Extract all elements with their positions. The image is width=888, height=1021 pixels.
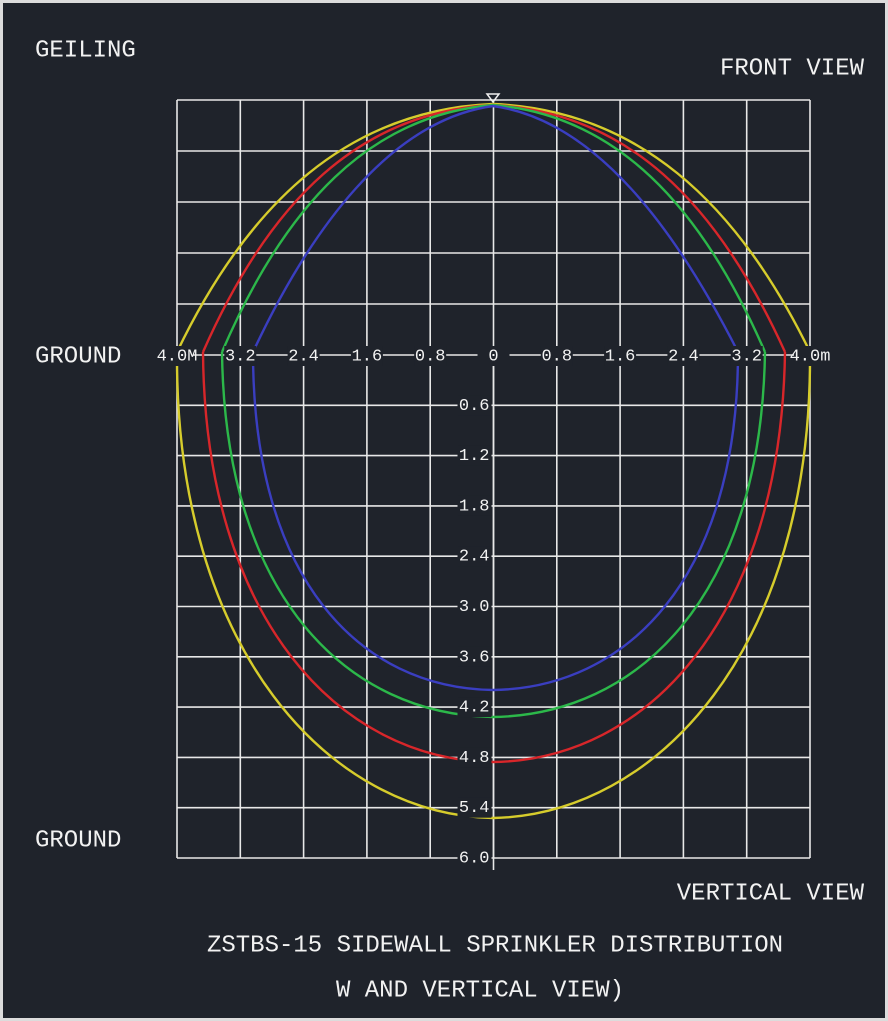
vertical-scale-label: 2.4	[459, 548, 490, 567]
label-bg	[350, 346, 383, 366]
label-bg	[287, 346, 320, 366]
green-vertical	[220, 351, 767, 719]
label-bg	[457, 646, 492, 667]
blue-curve	[251, 104, 740, 692]
label-bg	[477, 346, 510, 366]
label-bg	[457, 797, 492, 818]
yellow-vertical	[175, 351, 812, 820]
ceiling-label: GEILING	[35, 37, 136, 64]
label-bg	[161, 346, 193, 366]
blue-front	[251, 104, 740, 353]
label-bg	[457, 445, 492, 466]
horizontal-scale-label: 1.6	[352, 347, 383, 366]
horizontal-scale-label: 0.8	[415, 347, 446, 366]
vertical-scale-label: 1.8	[459, 497, 490, 516]
label-bg	[457, 747, 492, 768]
vertical-scale-label: 4.8	[459, 749, 490, 768]
caption: ZSTBS-15 SIDEWALL SPRINKLER DISTRIBUTION	[207, 932, 783, 959]
vertical-scale-label: 3.0	[459, 598, 490, 617]
label-bg	[457, 596, 492, 617]
vertical-scale-label: 0.6	[459, 397, 490, 416]
vertical-scale-label: 5.4	[459, 799, 490, 818]
front-view-label: FRONT VIEW	[720, 55, 865, 82]
label-bg	[457, 395, 492, 416]
vertical-scale-label: 1.2	[459, 447, 490, 466]
blue-vertical	[251, 351, 740, 692]
label-bg	[457, 697, 492, 718]
scale-labels: 4.0M 3.2 2.4 1.6 0.8 0 0.8 1.6 2.4 3.2 4.0m 0.6 1.2 1…	[157, 346, 831, 868]
horizontal-scale-label: 4.0M	[157, 347, 198, 366]
vertical-scale-label: 3.6	[459, 648, 490, 667]
horizontal-scale-label: 2.4	[288, 347, 319, 366]
horizontal-scale-label: 3.2	[225, 347, 256, 366]
vertical-scale-label: 6.0	[459, 849, 490, 868]
grid	[176, 99, 811, 870]
label-bg	[667, 346, 700, 366]
ground-label: GROUND	[35, 343, 121, 370]
horizontal-scale-label: 4.0m	[790, 347, 831, 366]
horizontal-scale-label: 2.4	[668, 347, 699, 366]
label-bg	[457, 848, 492, 868]
horizontal-scale-label: 1.6	[605, 347, 636, 366]
nozzle-marker	[485, 93, 501, 104]
label-bg	[457, 546, 492, 567]
red-vertical	[201, 351, 787, 764]
label-bg	[414, 346, 447, 366]
label-bg	[794, 346, 826, 366]
horizontal-scale-label: 0.8	[541, 347, 572, 366]
label-bg	[540, 346, 573, 366]
vertical-view-label: VERTICAL VIEW	[677, 880, 865, 907]
label-bg	[457, 495, 492, 516]
vertical-scale-label: 4.2	[459, 699, 490, 718]
label-bg	[730, 346, 763, 366]
caption: W AND VERTICAL VIEW)	[336, 977, 624, 1004]
horizontal-scale-label: 0	[488, 347, 498, 366]
horizontal-scale-label: 3.2	[731, 347, 762, 366]
ground-label: GROUND	[35, 827, 121, 854]
label-bg	[224, 346, 257, 366]
label-bg	[604, 346, 637, 366]
